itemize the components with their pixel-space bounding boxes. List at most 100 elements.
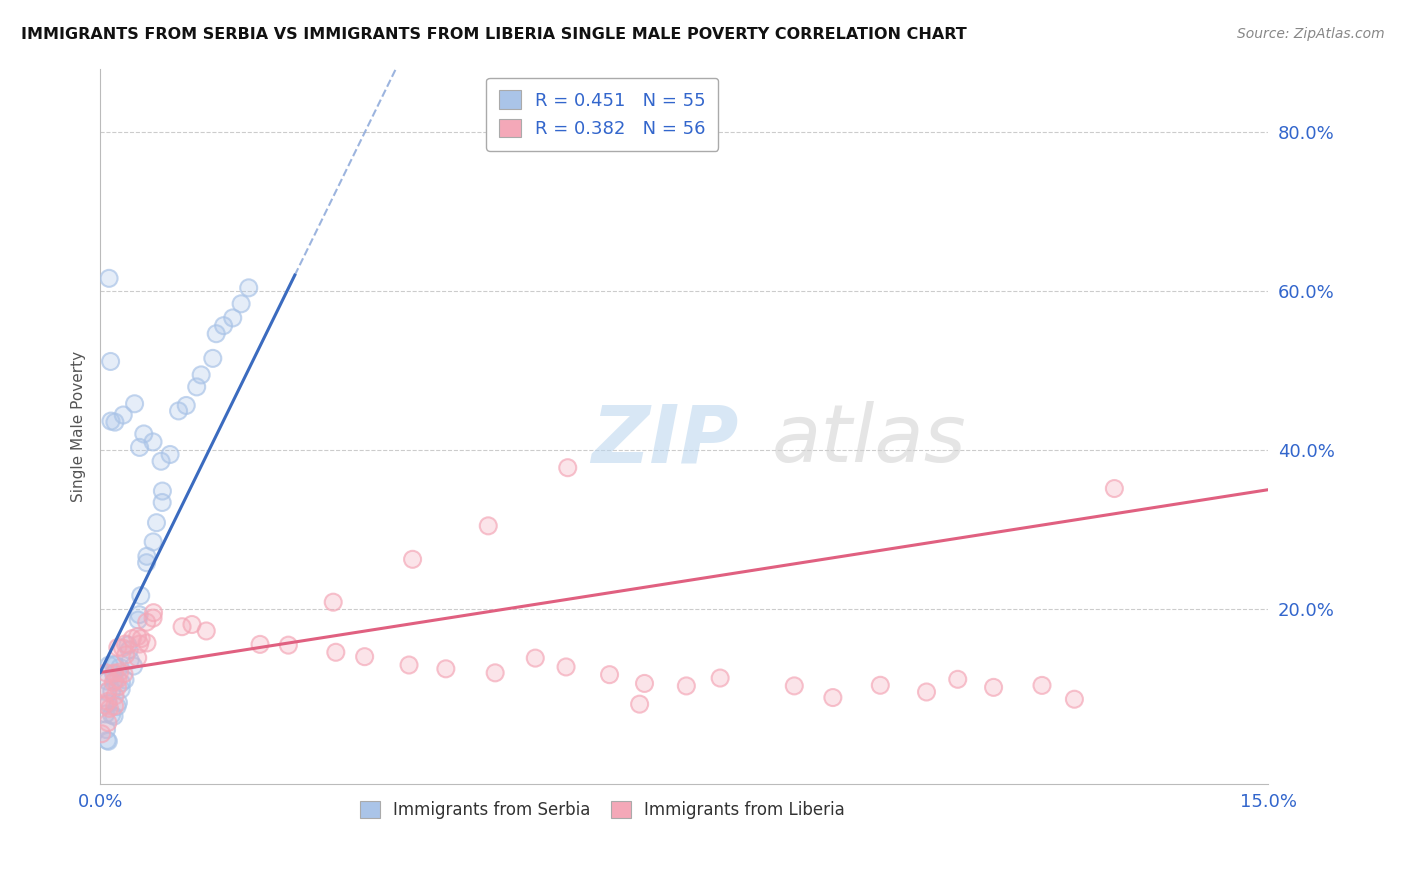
Point — [628, 697, 651, 711]
Point — [628, 697, 651, 711]
Point — [172, 620, 194, 634]
Point — [127, 650, 149, 665]
Point — [434, 662, 457, 676]
Point — [114, 648, 136, 662]
Point — [212, 318, 235, 333]
Point — [129, 589, 152, 603]
Point — [110, 682, 132, 697]
Point — [277, 638, 299, 652]
Point — [107, 695, 129, 709]
Point — [107, 695, 129, 709]
Point — [118, 643, 141, 657]
Point — [97, 694, 120, 708]
Point — [94, 706, 117, 721]
Point — [524, 651, 547, 665]
Point — [249, 637, 271, 651]
Point — [104, 673, 127, 688]
Point — [322, 595, 344, 609]
Point — [132, 426, 155, 441]
Point — [117, 638, 139, 652]
Point — [190, 368, 212, 382]
Point — [142, 611, 165, 625]
Point — [186, 380, 208, 394]
Point — [107, 672, 129, 686]
Point — [100, 414, 122, 428]
Point — [96, 674, 118, 689]
Point — [136, 636, 159, 650]
Point — [96, 723, 118, 737]
Text: Source: ZipAtlas.com: Source: ZipAtlas.com — [1237, 27, 1385, 41]
Point — [107, 680, 129, 694]
Point — [104, 699, 127, 714]
Point — [135, 556, 157, 570]
Point — [398, 658, 420, 673]
Point — [120, 653, 142, 667]
Point — [97, 715, 120, 730]
Point — [100, 708, 122, 723]
Point — [105, 699, 128, 714]
Point — [946, 673, 969, 687]
Point — [108, 665, 131, 679]
Point — [121, 632, 143, 646]
Point — [129, 632, 152, 646]
Point — [107, 672, 129, 686]
Point — [152, 484, 174, 499]
Point — [100, 354, 122, 368]
Point — [434, 662, 457, 676]
Point — [195, 624, 218, 638]
Point — [1031, 678, 1053, 692]
Point — [121, 632, 143, 646]
Point — [128, 607, 150, 622]
Point — [103, 675, 125, 690]
Text: ZIP: ZIP — [591, 401, 738, 479]
Point — [129, 632, 152, 646]
Point — [128, 637, 150, 651]
Point — [322, 595, 344, 609]
Point — [90, 727, 112, 741]
Point — [167, 404, 190, 418]
Point — [101, 684, 124, 698]
Point — [1104, 482, 1126, 496]
Point — [97, 658, 120, 673]
Point — [477, 519, 499, 533]
Point — [103, 666, 125, 681]
Point — [136, 636, 159, 650]
Point — [477, 519, 499, 533]
Point — [277, 638, 299, 652]
Point — [222, 310, 245, 325]
Point — [205, 326, 228, 341]
Point — [915, 685, 938, 699]
Point — [869, 678, 891, 692]
Point — [108, 660, 131, 674]
Point — [599, 667, 621, 681]
Point — [128, 637, 150, 651]
Point — [709, 671, 731, 685]
Point — [325, 645, 347, 659]
Point — [172, 620, 194, 634]
Point — [117, 638, 139, 652]
Point — [524, 651, 547, 665]
Point — [103, 667, 125, 681]
Point — [100, 708, 122, 723]
Point — [135, 615, 157, 629]
Point — [127, 650, 149, 665]
Point — [101, 657, 124, 672]
Point — [107, 640, 129, 655]
Point — [94, 665, 117, 680]
Point — [122, 659, 145, 673]
Point — [135, 556, 157, 570]
Point — [709, 671, 731, 685]
Point — [101, 684, 124, 698]
Point — [112, 666, 135, 681]
Point — [129, 589, 152, 603]
Point — [100, 354, 122, 368]
Point — [174, 399, 197, 413]
Point — [249, 637, 271, 651]
Point — [127, 613, 149, 627]
Point — [599, 667, 621, 681]
Point — [103, 709, 125, 723]
Point — [104, 673, 127, 688]
Point — [110, 682, 132, 697]
Point — [1104, 482, 1126, 496]
Point — [114, 637, 136, 651]
